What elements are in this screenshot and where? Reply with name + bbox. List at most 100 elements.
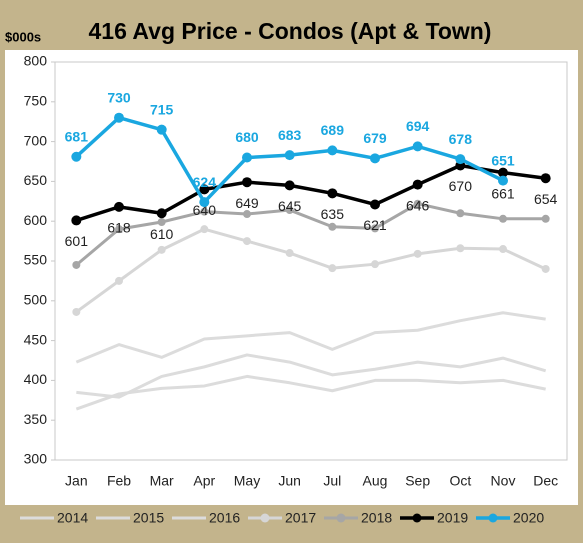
point bbox=[499, 214, 507, 223]
point bbox=[199, 197, 210, 208]
point bbox=[455, 154, 466, 165]
data-label: 649 bbox=[235, 195, 259, 211]
x-tick-label: Dec bbox=[533, 473, 558, 489]
data-label: 661 bbox=[491, 185, 515, 201]
y-tick-label: 400 bbox=[24, 371, 48, 387]
data-label: 730 bbox=[107, 89, 131, 105]
y-tick-label: 750 bbox=[24, 93, 48, 109]
point bbox=[327, 188, 338, 199]
point bbox=[285, 249, 294, 258]
point bbox=[72, 260, 81, 269]
data-label: 635 bbox=[321, 206, 345, 222]
point bbox=[200, 207, 209, 216]
legend-label: 2014 bbox=[57, 510, 88, 526]
data-label: 715 bbox=[150, 101, 174, 117]
data-label: 640 bbox=[193, 202, 217, 218]
legend-label: 2016 bbox=[209, 510, 240, 526]
y-tick-label: 500 bbox=[24, 292, 48, 308]
x-tick-label: Jul bbox=[323, 473, 341, 489]
point bbox=[541, 264, 550, 273]
point bbox=[328, 222, 337, 231]
point bbox=[412, 141, 423, 152]
point bbox=[413, 249, 422, 258]
point bbox=[370, 153, 380, 164]
point bbox=[115, 276, 123, 285]
point bbox=[285, 206, 294, 215]
point bbox=[243, 210, 251, 219]
point bbox=[199, 184, 210, 195]
data-label: 646 bbox=[406, 197, 430, 213]
data-label: 670 bbox=[449, 178, 473, 194]
legend-label: 2020 bbox=[513, 510, 544, 526]
point bbox=[327, 145, 338, 156]
x-tick-label: Oct bbox=[449, 473, 471, 489]
y-tick-label: 600 bbox=[24, 212, 48, 228]
point bbox=[498, 167, 508, 178]
y-tick-label: 450 bbox=[24, 331, 48, 347]
legend-marker bbox=[488, 513, 498, 523]
point bbox=[114, 112, 124, 123]
y-axis-label: $000s bbox=[5, 29, 41, 44]
series-line bbox=[76, 353, 547, 399]
point bbox=[114, 201, 124, 212]
data-label: 651 bbox=[491, 152, 515, 168]
point bbox=[371, 260, 379, 269]
point bbox=[284, 180, 295, 191]
legend-marker bbox=[260, 513, 270, 523]
chart-title: 416 Avg Price - Condos (Apt & Town) bbox=[89, 18, 492, 44]
y-tick-label: 800 bbox=[24, 53, 48, 69]
point bbox=[242, 177, 252, 188]
plot-panel bbox=[5, 50, 578, 505]
y-tick-label: 700 bbox=[24, 132, 48, 148]
point bbox=[499, 245, 507, 254]
x-tick-label: May bbox=[234, 473, 260, 489]
x-tick-label: Jun bbox=[278, 473, 301, 489]
point bbox=[157, 217, 166, 226]
x-tick-label: Aug bbox=[363, 473, 388, 489]
legend-marker bbox=[412, 513, 422, 523]
y-tick-label: 300 bbox=[24, 451, 48, 467]
point bbox=[71, 151, 82, 162]
legend-label: 2017 bbox=[285, 510, 316, 526]
data-label: 681 bbox=[65, 128, 89, 144]
point bbox=[72, 307, 81, 316]
point bbox=[243, 237, 251, 246]
point bbox=[156, 208, 167, 219]
y-tick-label: 550 bbox=[24, 252, 48, 268]
y-tick-label: 650 bbox=[24, 172, 48, 188]
x-tick-label: Sep bbox=[405, 473, 430, 489]
data-label: 680 bbox=[235, 129, 259, 145]
point bbox=[370, 199, 380, 210]
point bbox=[242, 152, 252, 163]
data-label: 618 bbox=[107, 220, 131, 236]
point bbox=[456, 244, 465, 253]
point bbox=[115, 225, 123, 234]
data-label: 621 bbox=[363, 217, 387, 233]
point bbox=[71, 215, 82, 226]
legend-label: 2015 bbox=[133, 510, 164, 526]
data-label: 678 bbox=[449, 131, 473, 147]
legend-marker bbox=[336, 513, 346, 523]
point bbox=[328, 264, 337, 273]
point bbox=[284, 150, 295, 161]
x-tick-label: Jan bbox=[65, 473, 88, 489]
data-label: 624 bbox=[193, 174, 217, 190]
x-tick-label: Apr bbox=[193, 473, 215, 489]
point bbox=[371, 224, 379, 233]
point bbox=[157, 245, 166, 254]
legend-label: 2019 bbox=[437, 510, 468, 526]
point bbox=[412, 179, 423, 190]
series-line bbox=[75, 202, 546, 267]
data-label: 645 bbox=[278, 198, 302, 214]
series-line bbox=[75, 374, 546, 411]
x-tick-label: Feb bbox=[107, 473, 131, 489]
point bbox=[541, 214, 550, 223]
data-label: 601 bbox=[65, 233, 89, 249]
series-line bbox=[75, 163, 546, 223]
legend-label: 2018 bbox=[361, 510, 392, 526]
point bbox=[540, 173, 551, 184]
data-label: 654 bbox=[534, 191, 558, 207]
data-label: 610 bbox=[150, 226, 174, 242]
